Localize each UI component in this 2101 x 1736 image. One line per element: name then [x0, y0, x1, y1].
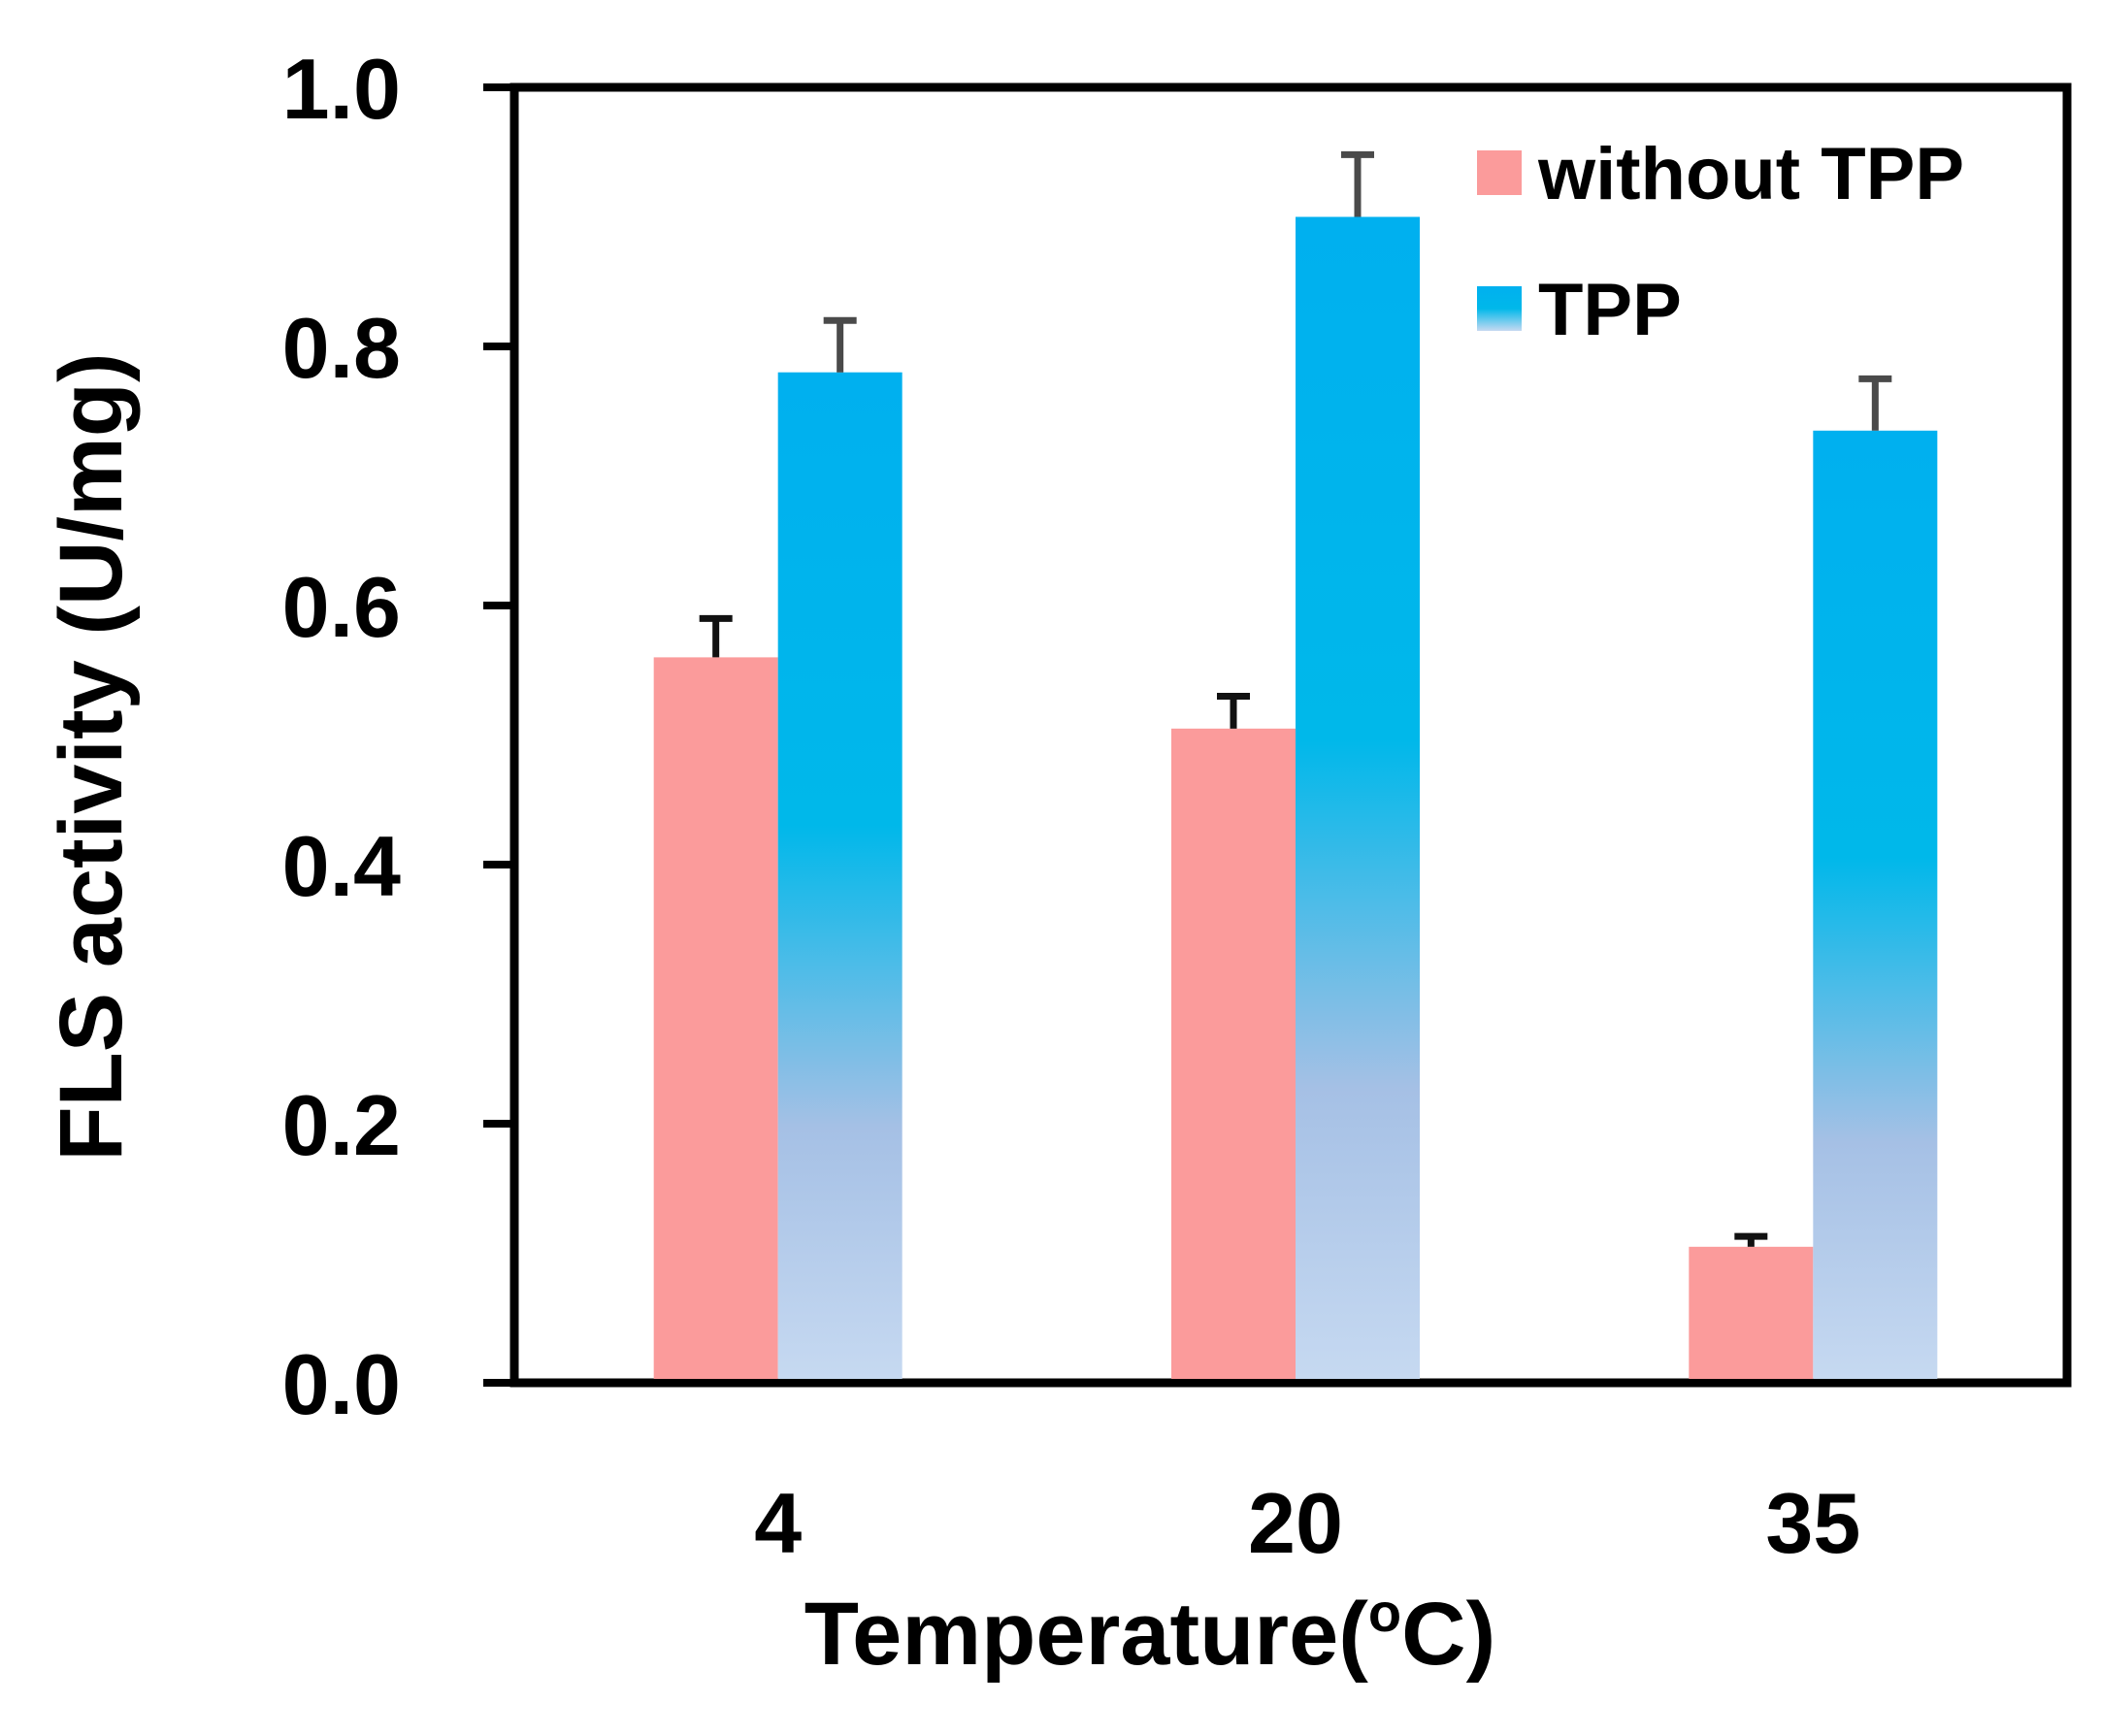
x-tick-label-4: 4: [754, 1475, 802, 1571]
y-tick-label-0.2: 0.2: [282, 1077, 401, 1173]
bar-without-tpp-20: [1171, 728, 1296, 1379]
x-axis-title-degree: o: [1368, 1582, 1401, 1643]
y-tick-label-1.0: 1.0: [282, 41, 401, 137]
y-axis-title: FLS activity (U/mg): [42, 352, 141, 1161]
legend: without TPP TPP: [1477, 133, 1964, 351]
bar-without-tpp-35: [1689, 1246, 1814, 1379]
x-axis-title: Temperature(oC): [804, 1582, 1495, 1684]
x-axis-ticks: 4 20 35: [754, 1475, 1860, 1571]
bar-tpp-20: [1296, 216, 1420, 1379]
bar-without-tpp-4: [653, 657, 778, 1379]
bar-tpp-4: [777, 372, 903, 1380]
x-axis-title-main: Temperature(: [804, 1585, 1368, 1684]
x-axis-title-unit: C): [1401, 1585, 1495, 1684]
y-tick-label-0.6: 0.6: [282, 559, 401, 655]
legend-label-without-tpp: without TPP: [1537, 133, 1964, 215]
x-tick-label-35: 35: [1765, 1475, 1860, 1571]
legend-swatch-tpp: [1477, 286, 1522, 331]
legend-label-tpp: TPP: [1538, 269, 1682, 351]
y-tick-label-0.8: 0.8: [282, 300, 401, 396]
y-tick-label-0.0: 0.0: [282, 1336, 401, 1432]
x-tick-label-20: 20: [1248, 1475, 1343, 1571]
plot-area: [509, 82, 2072, 1388]
y-axis-ticks: 0.0 0.2 0.4 0.6 0.8 1.0: [282, 41, 514, 1432]
y-tick-label-0.4: 0.4: [282, 818, 401, 914]
bar-tpp-35: [1813, 430, 1938, 1379]
plot-frame: [509, 82, 2072, 1388]
legend-swatch-without-tpp: [1477, 150, 1522, 195]
